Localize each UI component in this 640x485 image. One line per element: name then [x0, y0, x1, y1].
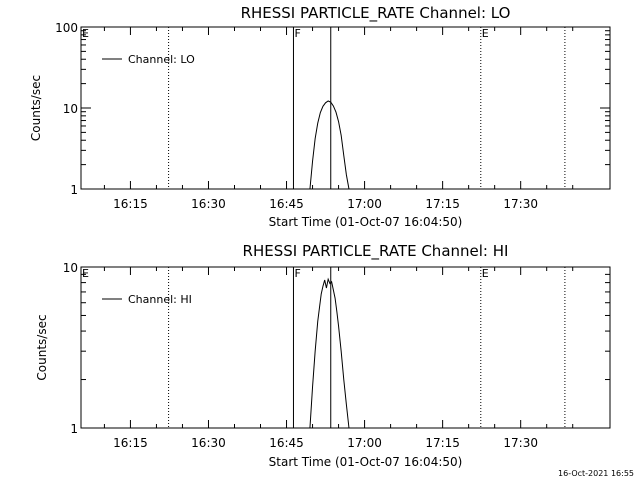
y-axis-label: Counts/sec	[35, 314, 49, 380]
series-line	[309, 100, 350, 190]
legend-label: Channel: LO	[128, 53, 195, 66]
series-line	[309, 277, 350, 429]
flag-letter: E	[82, 267, 89, 280]
x-tick-label: 17:15	[425, 436, 460, 450]
footer-timestamp: 16-Oct-2021 16:55	[558, 469, 634, 478]
x-tick-label: 16:15	[113, 197, 148, 211]
y-axis-label: Counts/sec	[29, 75, 43, 141]
y-tick-label: 10	[63, 261, 78, 275]
x-tick-label: 17:00	[347, 197, 382, 211]
x-tick-label: 16:45	[269, 197, 304, 211]
legend-label: Channel: HI	[128, 293, 192, 306]
y-tick-label: 1	[70, 422, 78, 436]
flag-letter: E	[482, 27, 489, 40]
flag-letter: E	[82, 27, 89, 40]
flag-letter: E	[482, 267, 489, 280]
chart-panel-1: RHESSI PARTICLE_RATE Channel: LO Start Ti…	[29, 4, 611, 229]
chart-panel-2: RHESSI PARTICLE_RATE Channel: HI Start Ti…	[35, 242, 611, 469]
x-tick-label: 16:30	[191, 197, 226, 211]
chart-title: RHESSI PARTICLE_RATE Channel: LO	[241, 4, 511, 23]
y-tick-label: 100	[55, 21, 78, 35]
y-tick-label: 1	[70, 183, 78, 197]
x-tick-label: 16:45	[269, 436, 304, 450]
x-tick-label: 17:00	[347, 436, 382, 450]
x-axis-label: Start Time (01-Oct-07 16:04:50)	[269, 215, 463, 229]
y-tick-label: 10	[63, 102, 78, 116]
x-tick-label: 17:15	[425, 197, 460, 211]
x-tick-label: 17:30	[503, 436, 538, 450]
flag-letter: F	[294, 267, 300, 280]
chart-title: RHESSI PARTICLE_RATE Channel: HI	[243, 242, 509, 261]
x-tick-label: 16:15	[113, 436, 148, 450]
plot-frame	[80, 266, 611, 429]
x-axis-label: Start Time (01-Oct-07 16:04:50)	[269, 455, 463, 469]
x-tick-label: 16:30	[191, 436, 226, 450]
flag-letter: F	[294, 27, 300, 40]
x-tick-label: 17:30	[503, 197, 538, 211]
